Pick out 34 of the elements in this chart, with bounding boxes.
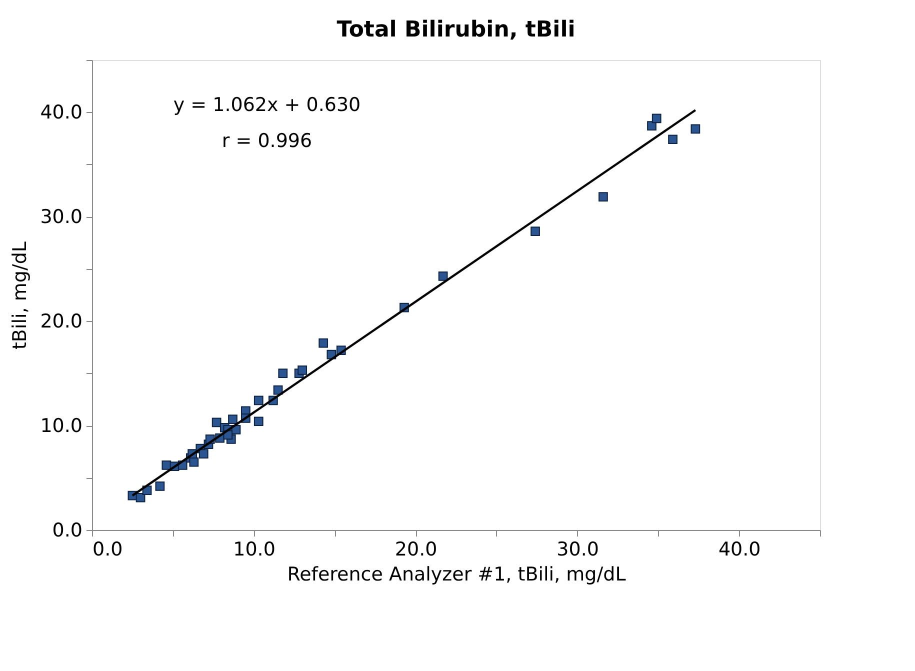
point (652, 114, 662, 124)
point (162, 460, 172, 470)
point (136, 492, 146, 502)
point (598, 192, 608, 202)
y-tick-label: 0.0 (52, 520, 82, 542)
y-tick-label: 10.0 (40, 415, 82, 438)
x-tick-label: 40.0 (718, 538, 761, 560)
x-tick-label: 30.0 (556, 538, 599, 560)
point (647, 121, 656, 130)
y-axis-title: tBili, mg/dL (9, 241, 32, 350)
point (668, 134, 678, 144)
point (298, 366, 307, 375)
y-tick-label: 30.0 (40, 206, 82, 228)
point (690, 124, 700, 134)
point (318, 338, 328, 348)
y-tick-label: 40.0 (40, 102, 82, 124)
x-tick-label: 20.0 (394, 538, 438, 560)
point (212, 418, 222, 428)
x-tick-label: 10.0 (233, 538, 276, 560)
annotation: r = 0.996 (222, 130, 312, 152)
y-tick-label: 20.0 (40, 310, 82, 333)
point (189, 457, 199, 467)
annotation: y = 1.062x + 0.630 (173, 94, 361, 116)
chart-title: Total Bilirubin, tBili (336, 18, 576, 42)
point (228, 414, 238, 424)
point (198, 449, 208, 458)
point (254, 416, 264, 426)
point (438, 272, 448, 281)
point (155, 481, 165, 491)
point (530, 226, 540, 236)
point (278, 368, 288, 378)
point (254, 396, 264, 406)
x-axis-title: Reference Analyzer #1, tBili, mg/dL (287, 564, 626, 586)
x-tick-label: 0.0 (92, 538, 123, 560)
